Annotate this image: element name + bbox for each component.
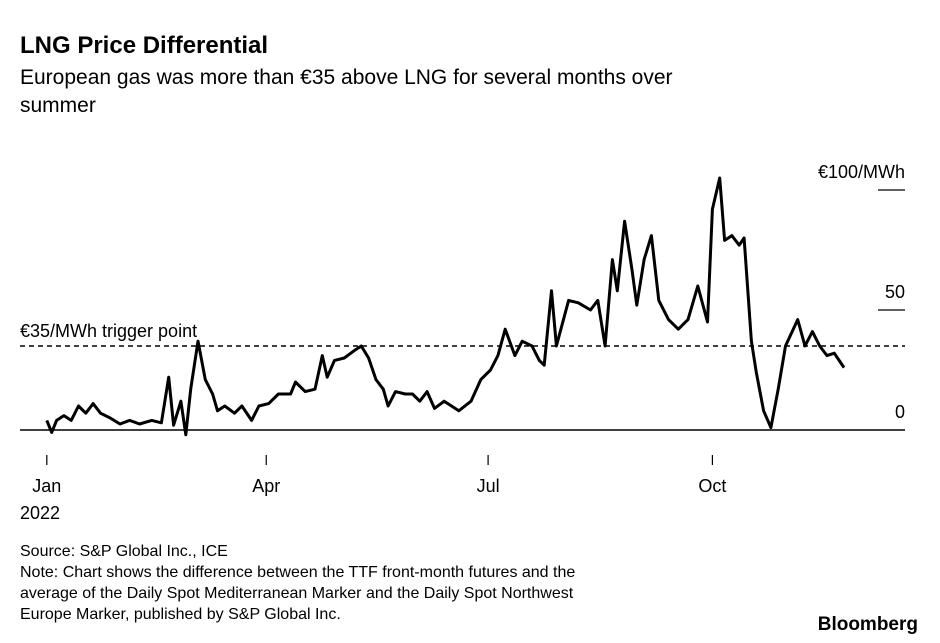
brand: Bloomberg (818, 614, 918, 635)
data-line (45, 176, 846, 437)
y-tick-label: 50 (885, 282, 905, 302)
note: average of the Daily Spot Mediterranean … (20, 585, 574, 602)
source: Source: S&P Global Inc., ICE (20, 543, 228, 560)
subtitle: summer (20, 94, 96, 117)
x-tick-label: Apr (252, 476, 280, 496)
x-tick-label: Jul (477, 476, 500, 496)
note: Europe Marker, published by S&P Global I… (20, 606, 341, 623)
x-tick-label: Jan (32, 476, 61, 496)
x-sublabel: 2022 (20, 503, 60, 523)
y-tick-label: 0 (895, 402, 905, 422)
threshold-label: €35/MWh trigger point (20, 321, 197, 341)
subtitle: European gas was more than €35 above LNG… (20, 66, 673, 89)
y-tick-label: €100/MWh (818, 162, 905, 182)
chart-title: LNG Price Differential (20, 32, 268, 59)
note: Note: Chart shows the difference between… (20, 564, 575, 581)
x-tick-label: Oct (698, 476, 726, 496)
